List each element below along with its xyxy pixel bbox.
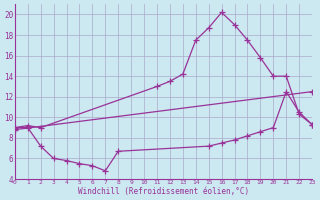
X-axis label: Windchill (Refroidissement éolien,°C): Windchill (Refroidissement éolien,°C)	[78, 187, 249, 196]
